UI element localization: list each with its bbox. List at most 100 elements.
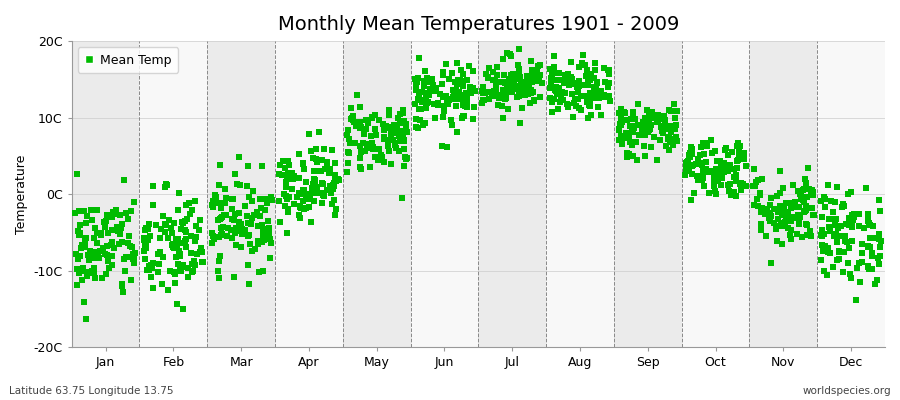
Point (692, 160, 706, 166)
Point (602, 70, 616, 77)
Point (475, 87, 490, 94)
Point (656, 130, 670, 136)
Point (512, 46, 526, 52)
Point (448, 79, 463, 86)
Point (397, 118, 411, 124)
Point (423, 86, 437, 92)
Point (662, 147, 677, 153)
Point (619, 154, 634, 160)
Point (300, 193, 314, 199)
Point (769, 224, 783, 231)
Point (187, 198, 202, 205)
Point (814, 232, 829, 239)
Point (640, 119, 654, 125)
Point (872, 230, 886, 237)
Point (618, 129, 633, 136)
Point (508, 86, 522, 92)
Point (139, 239, 153, 246)
Point (296, 159, 310, 166)
Point (613, 121, 627, 128)
Point (112, 240, 126, 247)
Point (844, 275, 859, 282)
Point (212, 181, 226, 188)
Point (411, 106, 426, 112)
Point (853, 278, 868, 285)
Point (770, 223, 785, 229)
Point (696, 140, 710, 146)
Point (326, 182, 340, 188)
Point (732, 149, 746, 156)
Point (280, 176, 294, 182)
Point (214, 225, 229, 231)
Point (438, 60, 453, 67)
Point (144, 262, 158, 268)
Point (814, 228, 829, 235)
Point (522, 85, 536, 92)
Point (644, 109, 659, 115)
Point (529, 69, 544, 76)
Point (626, 123, 640, 130)
Point (175, 264, 189, 270)
Point (409, 80, 423, 86)
Point (308, 176, 322, 183)
Point (87, 275, 102, 281)
Point (840, 239, 854, 246)
Point (95, 245, 110, 251)
Point (535, 80, 549, 86)
Point (178, 238, 193, 244)
Point (806, 192, 820, 199)
Point (213, 232, 228, 238)
Point (476, 90, 491, 96)
Point (235, 230, 249, 237)
Point (214, 214, 229, 220)
Point (842, 215, 856, 222)
Point (206, 198, 220, 204)
Point (232, 181, 247, 188)
Point (158, 229, 172, 236)
Point (493, 92, 508, 99)
Point (340, 132, 355, 138)
Point (328, 172, 342, 178)
Point (554, 76, 569, 83)
Point (555, 96, 570, 103)
Point (397, 137, 411, 143)
Point (117, 176, 131, 183)
Point (776, 209, 790, 216)
Point (299, 179, 313, 185)
Point (398, 153, 412, 160)
Point (342, 136, 356, 142)
Point (525, 79, 539, 86)
Point (864, 266, 878, 273)
Point (220, 233, 235, 239)
Point (69, 251, 84, 258)
Point (770, 193, 785, 199)
Point (169, 235, 184, 242)
Point (395, 195, 410, 201)
Point (456, 92, 471, 98)
Point (383, 130, 398, 137)
Point (588, 60, 602, 66)
Point (76, 298, 91, 305)
Point (256, 163, 270, 170)
Point (689, 173, 704, 180)
Point (795, 234, 809, 240)
Point (644, 144, 658, 150)
Point (738, 182, 752, 189)
Point (185, 268, 200, 274)
Point (494, 102, 508, 109)
Point (317, 193, 331, 199)
Point (105, 239, 120, 245)
Point (285, 170, 300, 176)
Point (513, 85, 527, 91)
Point (388, 142, 402, 149)
Point (627, 115, 642, 122)
Point (82, 256, 96, 263)
Point (295, 198, 310, 204)
Point (873, 208, 887, 215)
Point (467, 104, 482, 110)
Point (246, 188, 260, 194)
Point (680, 157, 695, 164)
Point (846, 215, 860, 222)
Point (820, 272, 834, 278)
Point (169, 253, 184, 260)
